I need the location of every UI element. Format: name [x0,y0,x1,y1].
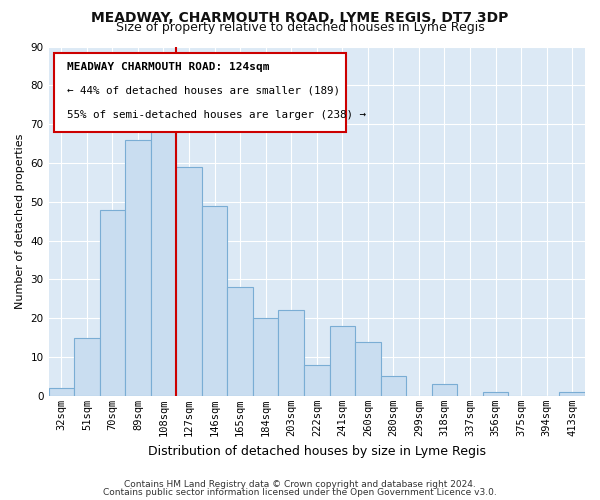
Text: MEADWAY, CHARMOUTH ROAD, LYME REGIS, DT7 3DP: MEADWAY, CHARMOUTH ROAD, LYME REGIS, DT7… [91,11,509,25]
Text: ← 44% of detached houses are smaller (189): ← 44% of detached houses are smaller (18… [67,86,340,96]
Text: MEADWAY CHARMOUTH ROAD: 124sqm: MEADWAY CHARMOUTH ROAD: 124sqm [67,62,270,72]
Text: Contains HM Land Registry data © Crown copyright and database right 2024.: Contains HM Land Registry data © Crown c… [124,480,476,489]
Y-axis label: Number of detached properties: Number of detached properties [15,134,25,309]
FancyBboxPatch shape [54,54,346,132]
Bar [49,388,74,396]
Bar [151,112,176,396]
Bar [304,365,329,396]
Bar [202,206,227,396]
Bar [380,376,406,396]
Bar [483,392,508,396]
Bar [432,384,457,396]
Text: Contains public sector information licensed under the Open Government Licence v3: Contains public sector information licen… [103,488,497,497]
Bar [559,392,585,396]
Bar [100,210,125,396]
Bar [227,287,253,396]
Bar [329,326,355,396]
Bar [125,140,151,396]
Text: 55% of semi-detached houses are larger (238) →: 55% of semi-detached houses are larger (… [67,110,367,120]
X-axis label: Distribution of detached houses by size in Lyme Regis: Distribution of detached houses by size … [148,444,486,458]
Bar [176,167,202,396]
Text: Size of property relative to detached houses in Lyme Regis: Size of property relative to detached ho… [116,22,484,35]
Bar [74,338,100,396]
Bar [278,310,304,396]
Bar [253,318,278,396]
Bar [355,342,380,396]
